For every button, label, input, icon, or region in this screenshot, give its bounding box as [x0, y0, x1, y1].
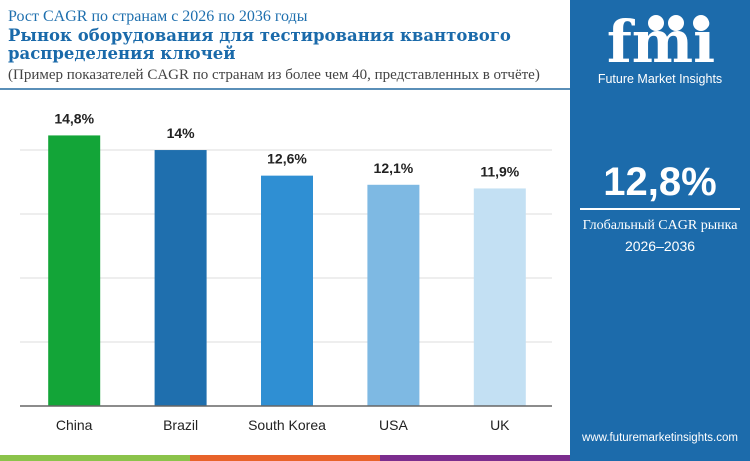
x-tick-label: UK — [490, 417, 510, 433]
x-tick-label: China — [56, 417, 93, 433]
data-label: 11,9% — [480, 163, 519, 179]
chart-subtitle: Рост CAGR по странам с 2026 по 2036 годы — [8, 8, 308, 25]
footer-stripe-purple — [380, 455, 570, 461]
data-label: 14% — [167, 125, 196, 141]
global-cagr-value: 12,8% — [603, 160, 717, 204]
global-cagr-years: 2026–2036 — [624, 238, 696, 254]
bar-usa — [367, 184, 420, 406]
bar-south-korea — [261, 175, 313, 406]
chart-title: Рынок оборудования для тестирования кван… — [8, 26, 511, 63]
data-label: 12,1% — [374, 160, 414, 176]
brand-name: Future Market Insights — [597, 72, 723, 86]
global-cagr-label: Глобальный CAGR рынка — [582, 218, 738, 233]
website-link[interactable]: www.futuremarketinsights.com — [582, 432, 738, 444]
footer-stripe-orange — [190, 455, 380, 461]
bar-brazil — [154, 150, 207, 406]
data-label: 12,6% — [267, 151, 307, 167]
x-tick-label: South Korea — [248, 417, 326, 433]
bar-china — [48, 135, 101, 406]
x-tick-label: Brazil — [163, 417, 198, 433]
x-tick-label: USA — [379, 417, 408, 433]
bar-uk — [473, 188, 526, 406]
header-divider — [0, 88, 570, 90]
footer-stripe-green — [0, 455, 190, 461]
fmi-logo: fmi — [607, 10, 715, 70]
bar-chart: 14,8% China 14% Brazil 12,6% South Korea 12,1%… — [20, 110, 552, 433]
side-panel: fmi Future Market Insights 12,8% Глобаль… — [570, 0, 750, 461]
chart-note: (Пример показателей CAGR по странам из б… — [8, 67, 540, 83]
data-label: 14,8% — [54, 110, 94, 126]
panel-divider — [580, 208, 740, 210]
